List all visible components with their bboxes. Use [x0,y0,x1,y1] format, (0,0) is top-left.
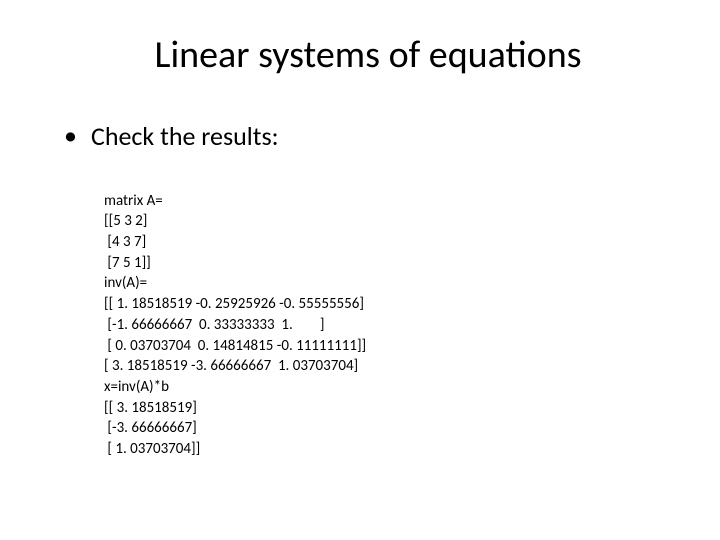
code-line: [7 5 1]] [104,254,151,272]
bullet-text: Check the results: [91,120,279,152]
code-line: inv(A)= [104,274,147,292]
code-line: x=inv(A)*b [104,378,169,396]
code-line: [ 1. 03703704]] [104,440,200,458]
code-line: [[5 3 2] [104,212,147,230]
code-line: matrix A= [104,192,163,210]
slide-title: Linear systems of equations [64,32,672,78]
code-line: [-1. 66666667 0. 33333333 1. ] [104,316,324,334]
code-output: matrix A= [[5 3 2] [4 3 7] [7 5 1]] inv(… [64,170,672,480]
code-line: [4 3 7] [104,233,146,251]
bullet-marker: • [64,122,77,148]
code-line: [ 0. 03703704 0. 14814815 -0. 11111111]] [104,337,366,355]
bullet-item: • Check the results: [64,120,672,152]
code-line: [[ 1. 18518519 -0. 25925926 -0. 55555556… [104,295,364,313]
code-line: [[ 3. 18518519] [104,399,197,417]
code-line: [ 3. 18518519 -3. 66666667 1. 03703704] [104,357,358,375]
slide-body: • Check the results: matrix A= [[5 3 2] … [64,120,672,480]
code-line: [-3. 66666667] [104,419,197,437]
slide: Linear systems of equations • Check the … [0,0,720,540]
